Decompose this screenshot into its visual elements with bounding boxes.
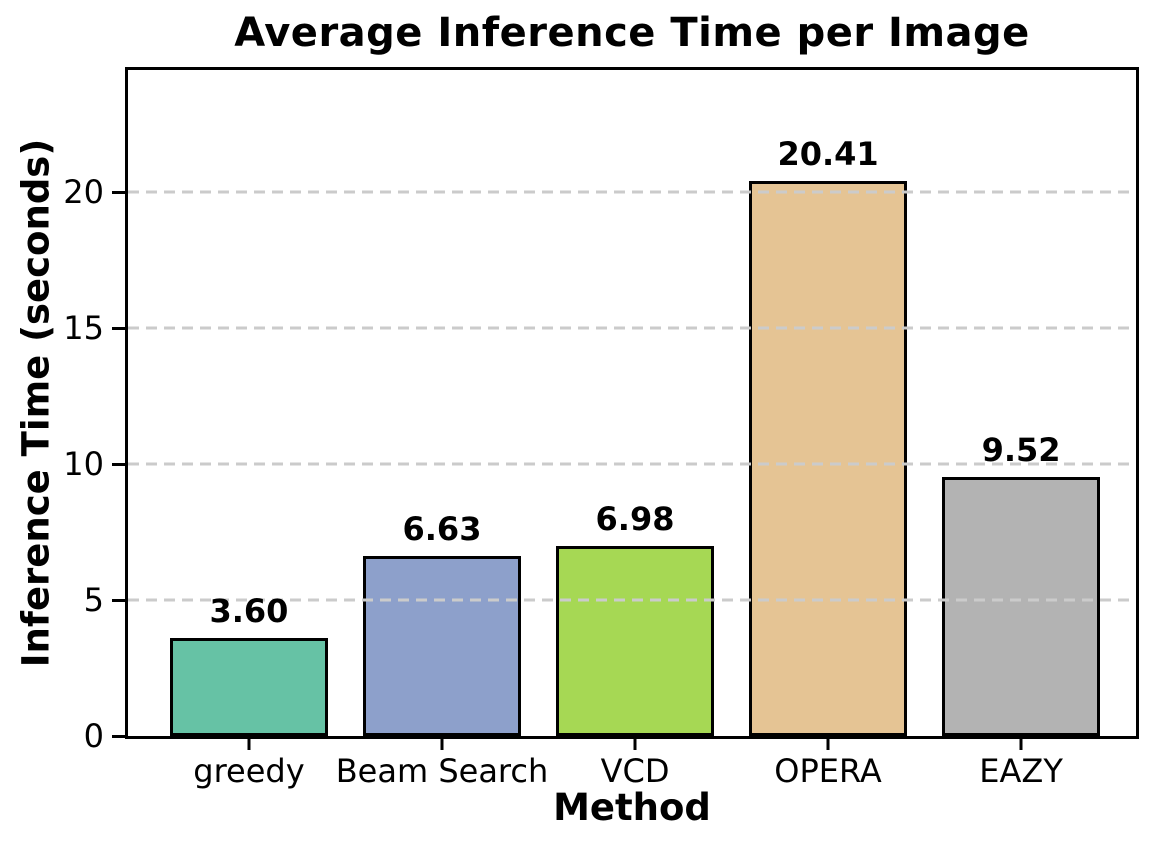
x-tick-mark-4 [1019, 739, 1023, 750]
gridline-y-15 [128, 326, 1136, 330]
bar-value-label: 6.98 [595, 500, 675, 539]
gridline-y-10 [128, 462, 1136, 466]
gridlines-layer [128, 70, 1136, 736]
x-tick-label: EAZY [979, 752, 1063, 790]
y-tick-mark-15 [112, 326, 125, 330]
x-tick-label: greedy [193, 752, 305, 790]
x-tick-mark-1 [440, 739, 444, 750]
bar-beam-search [363, 555, 521, 736]
bar-value-label: 9.52 [981, 431, 1061, 470]
bar-vcd [556, 546, 714, 736]
bars-layer: 3.60 6.63 6.98 20.41 9.52 [128, 70, 1136, 736]
y-tick-label: 0 [83, 717, 104, 755]
y-tick-label: 5 [83, 581, 104, 620]
bar-value-label: 3.60 [209, 592, 289, 631]
plot-area: 3.60 6.63 6.98 20.41 9.52 [125, 67, 1139, 739]
y-tick-mark-5 [112, 598, 125, 602]
x-tick-label: Beam Search [335, 752, 549, 790]
bar-value-label: 20.41 [777, 134, 879, 173]
chart-title: Average Inference Time per Image [234, 10, 1030, 56]
y-tick-label: 15 [63, 309, 104, 348]
x-tick-mark-0 [247, 739, 251, 750]
bar-value-label: 6.63 [402, 509, 482, 548]
x-tick-label: VCD [600, 752, 670, 790]
bar-eazy [942, 477, 1100, 736]
y-tick-mark-10 [112, 462, 125, 466]
bar-greedy [170, 638, 328, 736]
y-tick-label: 20 [63, 173, 104, 212]
gridline-y-20 [128, 190, 1136, 194]
bar-opera [749, 180, 907, 736]
x-axis-label: Method [553, 786, 711, 829]
y-tick-mark-20 [112, 190, 125, 194]
x-tick-label: OPERA [774, 752, 882, 790]
x-tick-mark-3 [826, 739, 830, 750]
x-tick-mark-2 [633, 739, 637, 750]
y-tick-label: 10 [63, 445, 104, 484]
gridline-y-5 [128, 598, 1136, 602]
y-tick-mark-0 [112, 734, 125, 738]
